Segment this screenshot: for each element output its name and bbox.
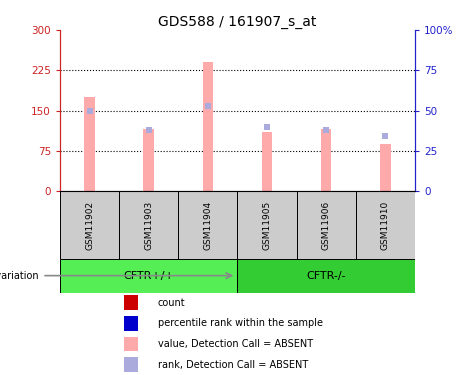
Bar — [380, 144, 390, 191]
Bar — [124, 296, 138, 310]
Bar — [60, 259, 237, 292]
Text: GSM11906: GSM11906 — [322, 200, 331, 250]
Text: CFTR+/+: CFTR+/+ — [123, 271, 174, 280]
Title: GDS588 / 161907_s_at: GDS588 / 161907_s_at — [158, 15, 317, 29]
Text: genotype/variation: genotype/variation — [0, 271, 39, 280]
Bar — [296, 191, 356, 259]
Text: GSM11904: GSM11904 — [203, 200, 213, 250]
Bar — [237, 191, 296, 259]
Text: GSM11905: GSM11905 — [262, 200, 272, 250]
Text: CFTR-/-: CFTR-/- — [307, 271, 346, 280]
Text: GSM11903: GSM11903 — [144, 200, 153, 250]
Text: value, Detection Call = ABSENT: value, Detection Call = ABSENT — [158, 339, 313, 349]
Text: GSM11910: GSM11910 — [381, 200, 390, 250]
Bar — [356, 191, 415, 259]
Bar — [262, 132, 272, 191]
Bar — [124, 337, 138, 351]
Bar — [119, 191, 178, 259]
Bar — [143, 129, 154, 191]
Bar — [84, 97, 95, 191]
Bar — [124, 316, 138, 331]
Text: percentile rank within the sample: percentile rank within the sample — [158, 318, 323, 328]
Text: rank, Detection Call = ABSENT: rank, Detection Call = ABSENT — [158, 360, 308, 370]
Text: GSM11902: GSM11902 — [85, 200, 94, 250]
Bar — [202, 62, 213, 191]
Text: count: count — [158, 298, 185, 308]
Bar — [237, 259, 415, 292]
Bar — [321, 129, 331, 191]
Bar — [178, 191, 237, 259]
Bar — [60, 191, 119, 259]
Bar — [124, 357, 138, 372]
